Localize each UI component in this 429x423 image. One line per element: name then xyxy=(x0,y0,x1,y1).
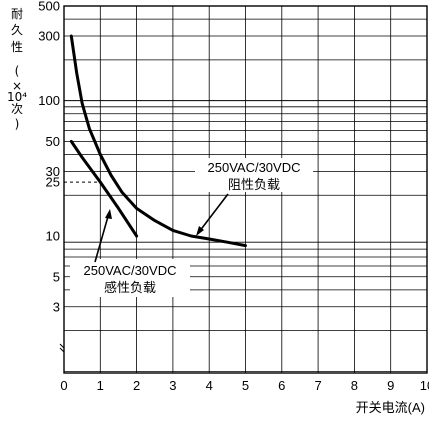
y-tick-label: 5 xyxy=(53,269,60,284)
x-tick-label: 0 xyxy=(60,378,67,393)
y-tick-label: 500 xyxy=(38,0,60,14)
axis-break-mark xyxy=(59,343,65,353)
y-tick-label: 25 xyxy=(46,175,60,190)
annotation-text-resistive: 阻性负载 xyxy=(228,177,280,192)
x-axis-label: 开关电流(A) xyxy=(356,400,425,415)
resistive-load-curve xyxy=(69,34,247,248)
x-tick-label: 2 xyxy=(133,378,140,393)
inductive-load-curve xyxy=(69,139,139,238)
x-tick-label: 3 xyxy=(169,378,176,393)
y-axis-label-char: ) xyxy=(15,117,20,131)
x-tick-label: 7 xyxy=(314,378,321,393)
x-tick-label: 10 xyxy=(420,378,429,393)
annotation-text-inductive: 感性负载 xyxy=(104,280,156,295)
annotation-text-resistive: 250VAC/30VDC xyxy=(208,160,301,175)
y-tick-label: 300 xyxy=(38,29,60,44)
x-tick-label: 1 xyxy=(97,378,104,393)
y-axis-label-char: 次 xyxy=(11,102,23,116)
chart-series xyxy=(69,34,247,248)
chart-annotations: 250VAC/30VDC 阻性负载 250VAC/30VDC 感性负载 xyxy=(70,158,313,297)
annotation-box-inductive xyxy=(70,259,190,297)
y-axis-label-char: × xyxy=(12,79,22,93)
y-tick-label: 100 xyxy=(38,93,60,108)
y-tick-label: 10 xyxy=(46,229,60,244)
x-tick-label: 9 xyxy=(387,378,394,393)
annotation-box-resistive xyxy=(195,158,313,192)
annotation-text-inductive: 250VAC/30VDC xyxy=(84,263,177,278)
x-tick-label: 5 xyxy=(242,378,249,393)
y-tick-label: 50 xyxy=(46,134,60,149)
x-tick-label: 8 xyxy=(351,378,358,393)
y-tick-label: 3 xyxy=(53,299,60,314)
leader-line-inductive xyxy=(94,212,110,263)
y-axis-label-char: 久 xyxy=(11,23,23,37)
chart-grid xyxy=(63,5,428,374)
leader-line-resistive xyxy=(198,193,229,233)
y-axis-label-char: 10⁴ xyxy=(7,90,27,104)
x-tick-label: 6 xyxy=(278,378,285,393)
x-tick-label: 4 xyxy=(206,378,213,393)
y-axis-label-char: 性 xyxy=(11,40,23,54)
arrowhead-inductive xyxy=(105,209,112,219)
y-axis-label-char: ( xyxy=(15,64,20,78)
y-tick-label: 30 xyxy=(46,164,60,179)
arrowhead-resistive xyxy=(196,226,204,236)
y-axis-label-char: 耐 xyxy=(11,7,23,21)
